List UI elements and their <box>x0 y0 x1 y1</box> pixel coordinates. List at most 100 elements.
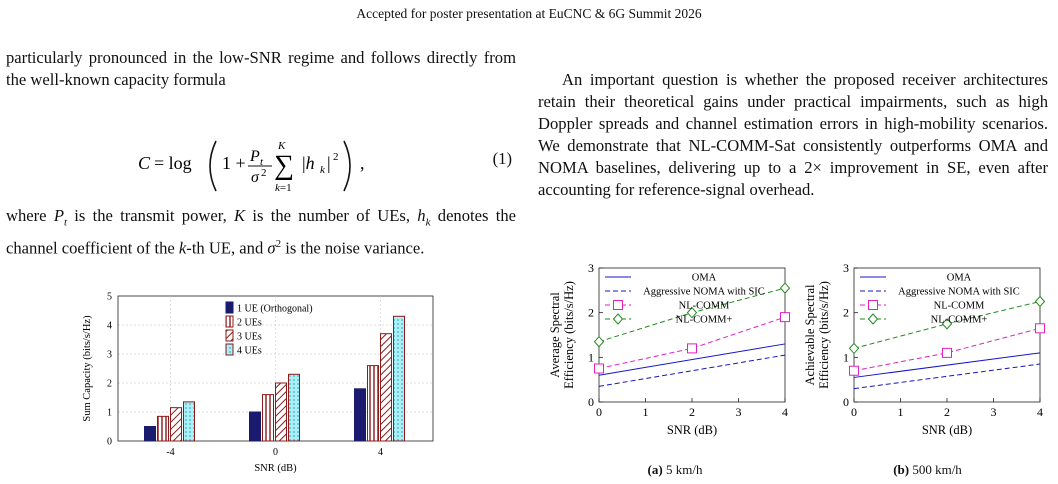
bar <box>262 394 274 442</box>
bar <box>354 388 366 442</box>
data-point <box>1035 323 1045 334</box>
y-axis-label-line1: Average Spectral <box>548 292 562 378</box>
x-tick-label: 1 <box>898 405 904 419</box>
caption-a: (a) 5 km/h <box>647 462 703 477</box>
data-point <box>942 347 952 358</box>
y-tick-label: 2 <box>843 306 849 320</box>
svg-text:2: 2 <box>333 151 339 163</box>
x-tick-label: 4 <box>378 447 383 458</box>
legend-label: 1 UE (Orthogonal) <box>237 304 313 315</box>
svg-text:k=1: k=1 <box>275 182 292 194</box>
equation-number: (1) <box>492 149 512 168</box>
data-point <box>1034 295 1046 308</box>
legend-marker <box>613 300 623 310</box>
left-column: particularly pronounced in the low-SNR r… <box>6 47 516 91</box>
legend-marker <box>868 300 878 310</box>
data-point <box>849 365 859 376</box>
svg-text:,: , <box>360 153 365 173</box>
left-paragraph-1: particularly pronounced in the low-SNR r… <box>6 48 516 89</box>
right-paragraph-1: An important question is whether the pro… <box>538 70 1048 199</box>
bar <box>183 401 195 442</box>
equation-1: C = log 1 + P t σ 2 K ∑ k=1 |h k | 2 , (… <box>6 133 518 197</box>
legend-marker <box>612 313 624 325</box>
svg-text:∑: ∑ <box>274 150 294 181</box>
legend-label: NL-COMM+ <box>931 315 988 326</box>
legend-swatch <box>225 301 234 314</box>
line-chart-a: 0 1 2 3 4 0 1 2 3 OMA Aggressive NOMA with SIC NL-C… <box>548 261 791 437</box>
y-tick-label: 3 <box>588 261 594 275</box>
bar <box>157 415 169 442</box>
bar <box>249 411 261 442</box>
formula-svg: C = log 1 + P t σ 2 K ∑ k=1 |h k | 2 , <box>138 140 365 194</box>
legend-label: 3 UEs <box>237 332 262 343</box>
bar <box>170 407 182 442</box>
y-tick-label: 1 <box>107 408 112 419</box>
data-point <box>848 342 860 355</box>
legend-label: OMA <box>692 273 717 284</box>
y-tick-label: 0 <box>588 395 594 409</box>
x-tick-label: 4 <box>782 405 788 419</box>
capacity-formula: C = log 1 + P t σ 2 K ∑ k=1 |h k | 2 , <box>138 135 398 202</box>
svg-text:|: | <box>327 153 331 173</box>
bar-chart-figure: 0 1 2 3 4 5 -4 0 4 1 UE (Orthogonal) 2 UEs 3 UEs 4 U… <box>76 290 456 481</box>
legend-label: Aggressive NOMA with SIC <box>643 287 765 298</box>
series-line <box>598 316 786 369</box>
svg-text:C: C <box>138 153 151 173</box>
bar <box>393 315 405 442</box>
y-tick-label: 1 <box>588 350 594 364</box>
svg-text:σ: σ <box>251 169 260 186</box>
legend-label: NL-COMM+ <box>676 315 733 326</box>
x-tick-label: 1 <box>643 405 649 419</box>
legend-label: 4 UEs <box>237 346 262 357</box>
y-tick-label: 3 <box>843 261 849 275</box>
x-axis-label: SNR (dB) <box>922 423 972 437</box>
y-axis-label: Sum Capacity (bits/s/Hz) <box>82 315 93 422</box>
line-chart-b-figure: 0 1 2 3 4 0 1 2 3 OMA Aggressive NOMA with SIC NL-C… <box>800 258 1055 453</box>
y-tick-label: 0 <box>843 395 849 409</box>
caption-b: (b) 500 km/h <box>893 462 962 477</box>
data-point <box>780 312 790 323</box>
svg-text:k: k <box>320 164 326 176</box>
y-tick-label: 0 <box>107 437 112 448</box>
svg-text:2: 2 <box>261 167 267 179</box>
line-chart-a-figure: 0 1 2 3 4 0 1 2 3 OMA Aggressive NOMA with SIC NL-C… <box>545 258 805 453</box>
data-point <box>687 343 697 354</box>
y-axis-label-line2: Efficiency (bits/s/Hz) <box>562 281 576 389</box>
y-tick-label: 3 <box>107 350 112 361</box>
bar <box>275 382 287 442</box>
x-tick-label: 2 <box>944 405 950 419</box>
legend-label: Aggressive NOMA with SIC <box>898 287 1020 298</box>
legend-label: 2 UEs <box>237 318 262 329</box>
y-tick-label: 4 <box>107 321 112 332</box>
svg-text:|h: |h <box>302 153 315 173</box>
svg-text:t: t <box>260 156 264 168</box>
series-line <box>598 343 786 376</box>
x-tick-label: 3 <box>991 405 997 419</box>
svg-text:K: K <box>277 140 286 152</box>
bar <box>144 426 156 442</box>
data-point <box>779 282 791 294</box>
legend-label: OMA <box>947 273 972 284</box>
legend-marker <box>867 313 879 325</box>
x-axis-label: SNR (dB) <box>254 463 297 474</box>
legend-label: NL-COMM <box>679 301 730 312</box>
series-line <box>853 363 1041 390</box>
x-tick-label: 0 <box>851 405 857 419</box>
data-point <box>593 335 605 348</box>
x-tick-label: 4 <box>1037 405 1043 419</box>
line-chart-b: 0 1 2 3 4 0 1 2 3 OMA Aggressive NOMA with SIC NL-C… <box>803 261 1046 437</box>
x-tick-label: 3 <box>736 405 742 419</box>
y-tick-label: 2 <box>107 379 112 390</box>
legend-swatch <box>225 329 234 342</box>
right-column: An important question is whether the pro… <box>538 69 1048 201</box>
y-tick-label: 5 <box>107 292 112 303</box>
data-point <box>686 306 698 319</box>
x-axis-label: SNR (dB) <box>667 423 717 437</box>
legend-label: NL-COMM <box>934 301 985 312</box>
y-tick-label: 2 <box>588 306 594 320</box>
bar <box>380 333 392 442</box>
x-tick-label: -4 <box>166 447 174 458</box>
left-paragraph-2: where Pt is the transmit power, K is the… <box>6 206 516 258</box>
y-axis-label-line2: Efficiency (bits/s/Hz) <box>817 281 831 389</box>
svg-text:P: P <box>249 148 260 165</box>
